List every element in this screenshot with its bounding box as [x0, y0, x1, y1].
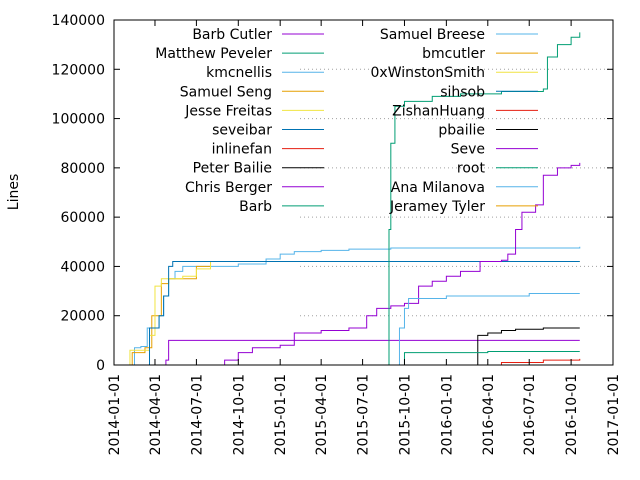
- series-line-barb-cutler: [149, 339, 580, 366]
- x-tick-label: 2016-04-01: [481, 374, 497, 455]
- y-tick-label: 0: [96, 358, 105, 374]
- legend-label: sihsob: [440, 84, 485, 100]
- legend-label: ZishanHuang: [392, 103, 485, 119]
- series-line-samuel-breese: [397, 293, 580, 366]
- series-line-peter-bailie: [473, 327, 580, 366]
- legend-label: Ana Milanova: [391, 180, 485, 196]
- legend-label: Matthew Peveler: [155, 46, 272, 62]
- y-tick-label: 80000: [60, 161, 105, 177]
- legend-label: Barb: [239, 199, 272, 215]
- series-layer: [114, 32, 581, 366]
- y-tick-label: 140000: [52, 13, 105, 29]
- legend-label: Peter Bailie: [193, 161, 272, 177]
- x-tick-label: 2014-10-01: [231, 374, 247, 455]
- plot-frame: [113, 19, 614, 366]
- x-tick-label: 2014-04-01: [148, 374, 164, 455]
- x-tick-label: 2015-07-01: [356, 374, 372, 455]
- x-tick-label: 2017-01-01: [606, 374, 622, 455]
- y-axis-label: Lines: [6, 174, 22, 210]
- y-tick-label: 20000: [60, 309, 105, 325]
- legend-label: Chris Berger: [185, 180, 272, 196]
- legend-label: 0xWinstonSmith: [371, 65, 486, 81]
- series-line-root: [401, 350, 580, 366]
- series-line-barb: [387, 32, 581, 366]
- legend-label: pbailie: [438, 123, 485, 139]
- legend: Barb Cutler Matthew Peveler kmcnellis Samue…: [155, 27, 538, 215]
- series-line-jesse-freitas: [128, 261, 580, 366]
- series-line-kmcnellis: [132, 246, 581, 366]
- legend-label: bmcutler: [422, 46, 485, 62]
- axis-ticks: 0 20000 40000 60000 80000 100000 120000 140000 2…: [52, 13, 622, 455]
- x-tick-label: 2014-01-01: [107, 374, 123, 455]
- y-tick-label: 100000: [52, 112, 105, 128]
- y-tick-label: 40000: [60, 259, 105, 275]
- x-tick-label: 2015-04-01: [314, 374, 330, 455]
- y-tick-label: 60000: [60, 210, 105, 226]
- grid-lines: [300, 68, 613, 317]
- series-line-samuel-seng: [128, 261, 580, 366]
- x-tick-label: 2016-10-01: [564, 374, 580, 455]
- legend-label: Barb Cutler: [192, 27, 272, 43]
- x-tick-label: 2014-07-01: [189, 374, 205, 455]
- x-tick-label: 2015-01-01: [273, 374, 289, 455]
- legend-label: Samuel Breese: [380, 27, 485, 43]
- series-line-zishanhuang: [446, 358, 581, 366]
- legend-label: root: [457, 161, 486, 177]
- series-line-chris-berger: [182, 162, 581, 366]
- x-tick-label: 2015-10-01: [397, 374, 413, 455]
- legend-label: Jesse Freitas: [184, 103, 272, 119]
- x-tick-label: 2016-07-01: [522, 374, 538, 455]
- series-line-seveibar: [147, 261, 580, 366]
- legend-label: kmcnellis: [206, 65, 272, 81]
- legend-label: Jeramey Tyler: [389, 199, 485, 215]
- x-tick-label: 2016-01-01: [439, 374, 455, 455]
- y-tick-label: 120000: [52, 62, 105, 78]
- legend-label: inlinefan: [212, 142, 272, 158]
- legend-label: Seve: [451, 142, 485, 158]
- legend-label: Samuel Seng: [180, 84, 272, 100]
- legend-label: seveibar: [212, 123, 272, 139]
